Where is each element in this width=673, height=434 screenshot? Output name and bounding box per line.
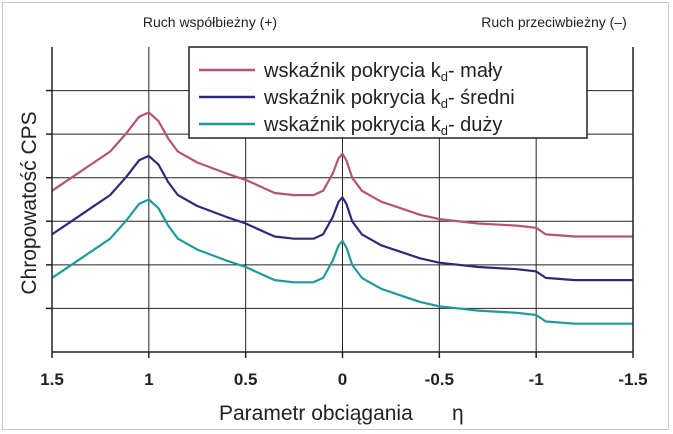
x-tick-label: -0.5 (425, 370, 454, 389)
x-axis-label: Parametr obciągania (219, 402, 413, 425)
x-axis-symbol: η (452, 402, 464, 425)
x-tick-label: 1.5 (40, 370, 64, 389)
legend-label-3: wskaźnik pokrycia kd- duży (263, 114, 502, 138)
series-lines (51, 111, 633, 325)
x-axis-title: Parametr obciągania η (219, 402, 464, 425)
x-tick-labels: 1.5 1 0.5 0 -0.5 -1 -1.5 (40, 370, 647, 389)
x-tick-label: 0 (338, 370, 347, 389)
legend-label-2: wskaźnik pokrycia kd- średni (263, 87, 515, 111)
top-label-right: Ruch przeciwbieżny (–) (481, 14, 627, 30)
x-tick-label: 1 (144, 370, 153, 389)
top-label-left: Ruch współbieżny (+) (143, 14, 277, 30)
axes (46, 47, 634, 358)
legend: wskaźnik pokrycia kd- mały wskaźnik pokry… (188, 46, 588, 139)
x-tick-label: -1 (529, 370, 544, 389)
y-axis-label: Chropowatość CPS (18, 111, 41, 294)
legend-label-1: wskaźnik pokrycia kd- mały (263, 60, 502, 84)
series-line-3 (51, 198, 633, 325)
chart-frame (2, 2, 669, 430)
series-line-2 (51, 154, 633, 282)
series-line-1 (51, 111, 633, 238)
x-tick-label: 0.5 (234, 370, 258, 389)
legend-box (188, 46, 588, 139)
x-tick-label: -1.5 (618, 370, 647, 389)
